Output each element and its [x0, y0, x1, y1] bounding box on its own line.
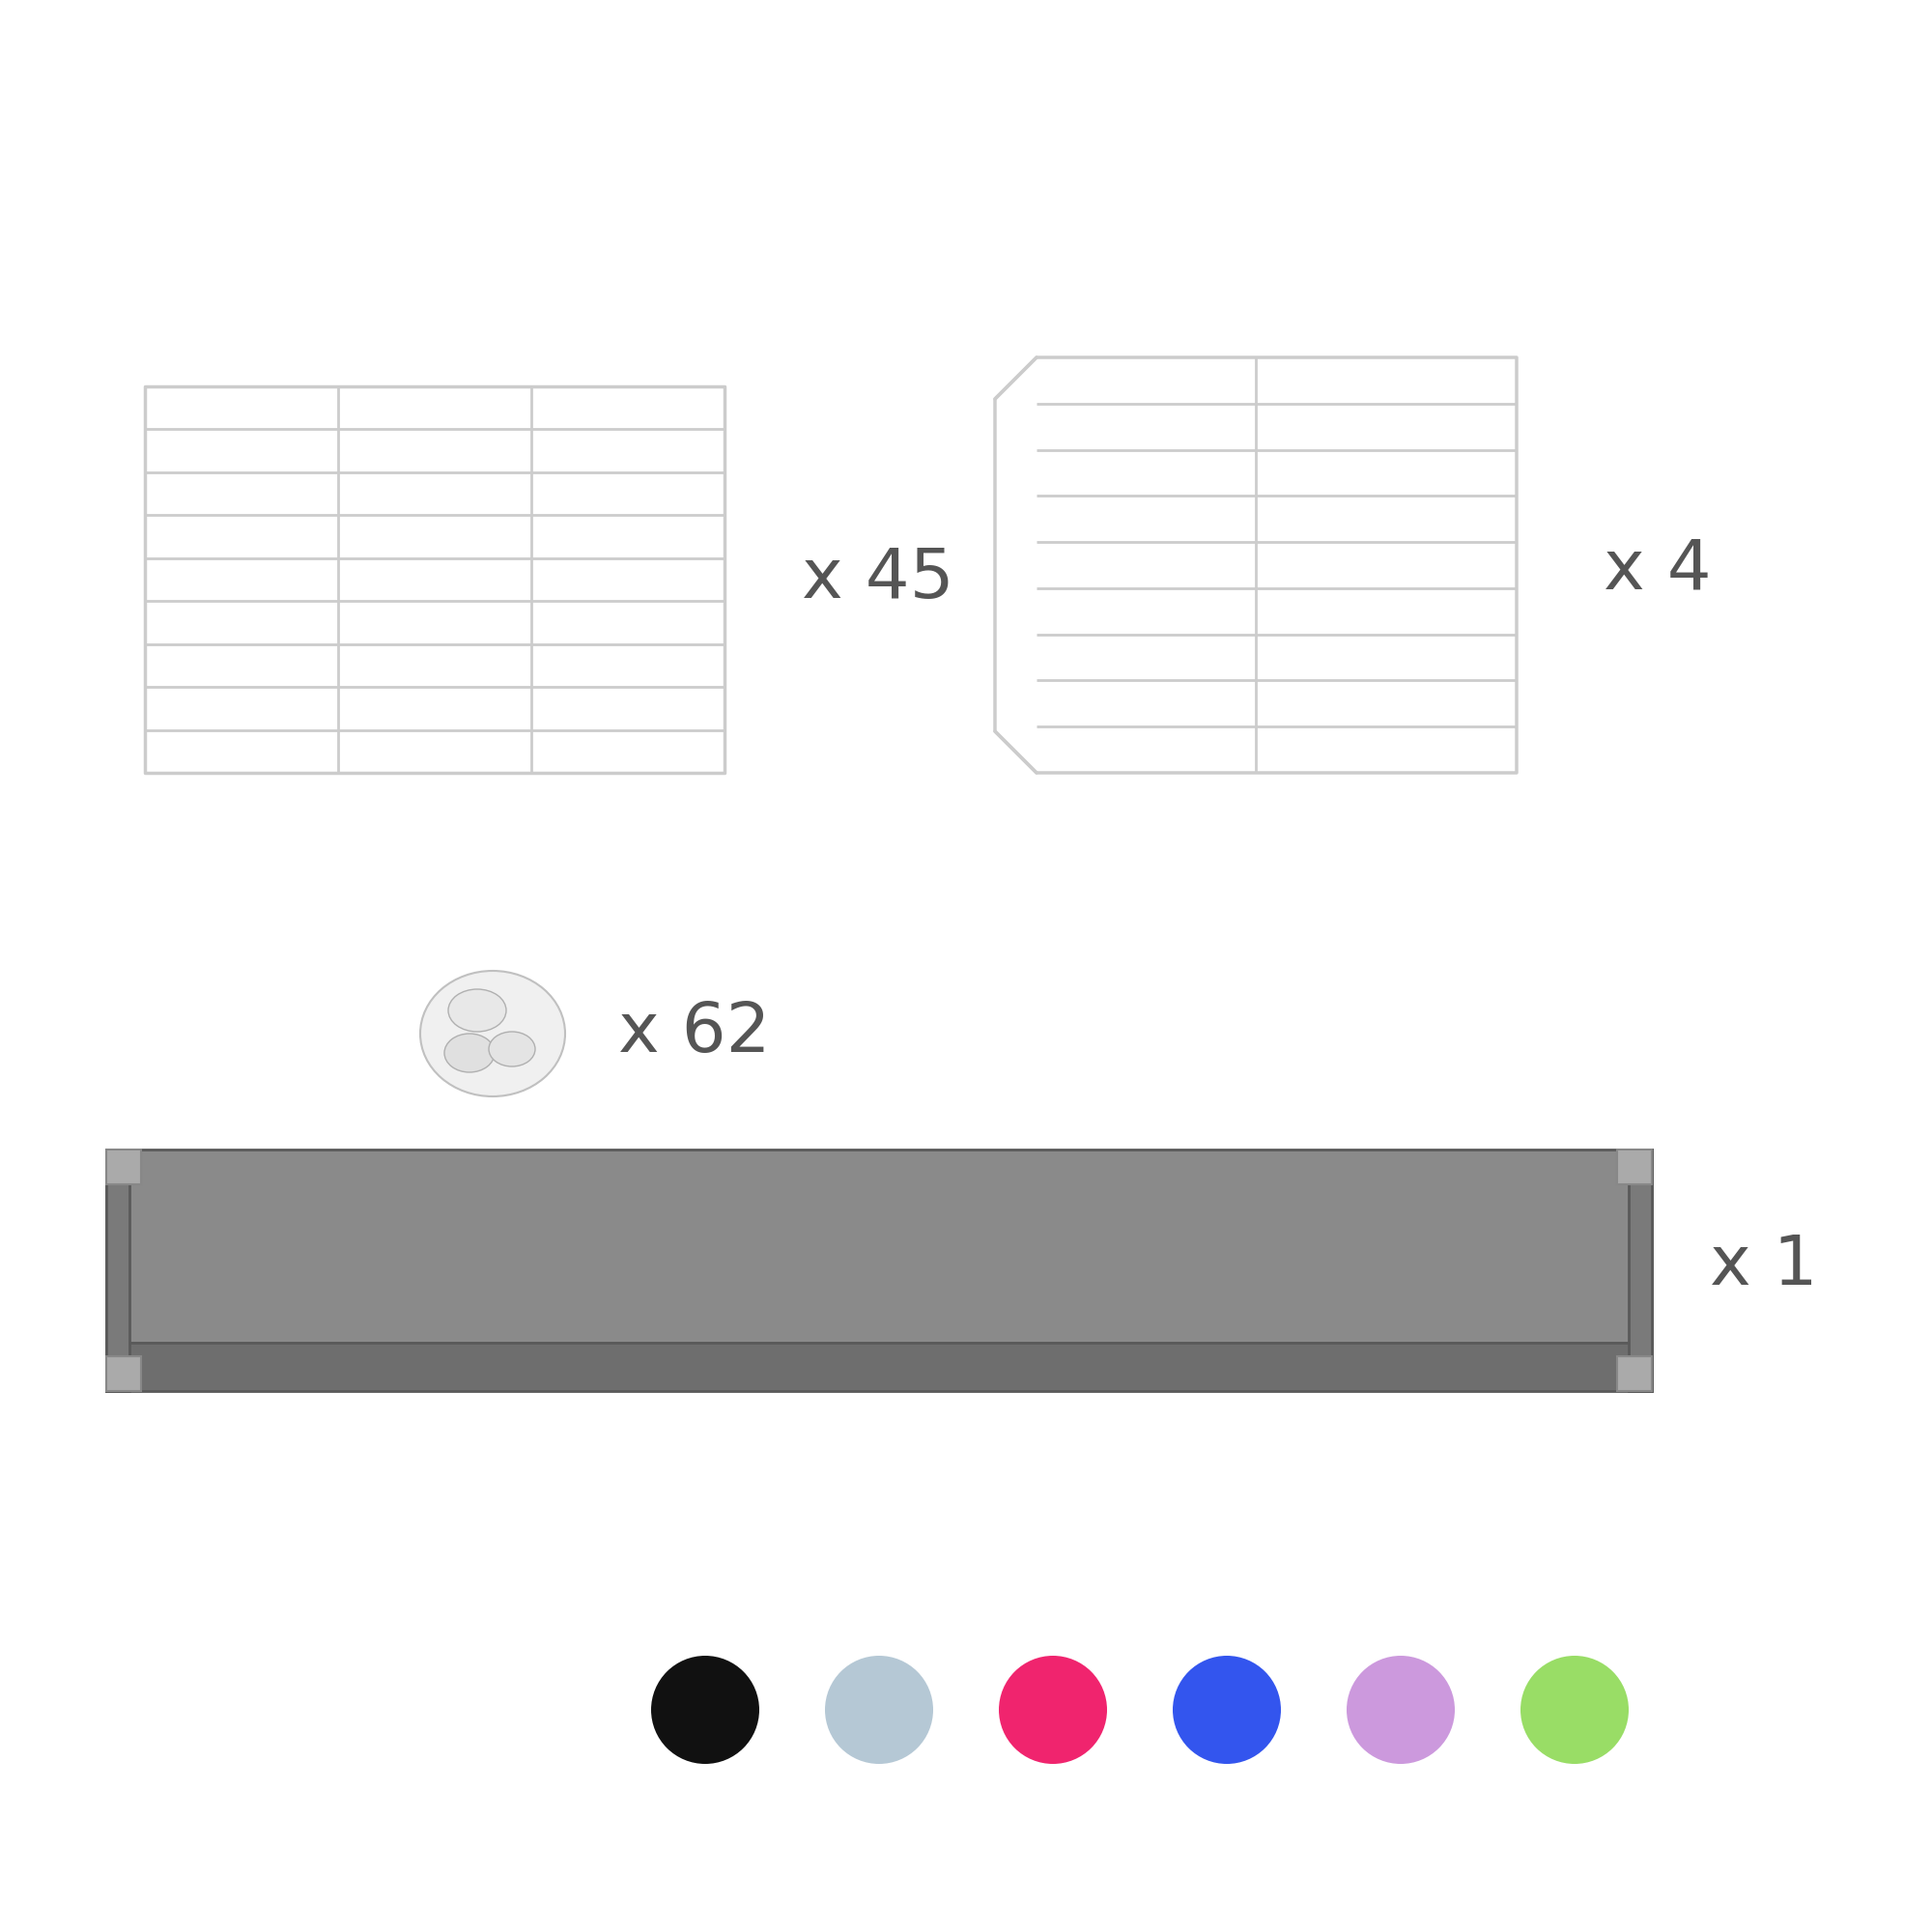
Circle shape — [651, 1656, 759, 1764]
Circle shape — [999, 1656, 1107, 1764]
Polygon shape — [106, 1150, 129, 1391]
Bar — [1617, 1356, 1652, 1391]
Text: x 45: x 45 — [802, 547, 954, 612]
Ellipse shape — [489, 1032, 535, 1066]
Circle shape — [1173, 1656, 1281, 1764]
Text: x 62: x 62 — [618, 1001, 771, 1066]
Polygon shape — [1629, 1150, 1652, 1391]
Bar — [106, 1150, 141, 1184]
Circle shape — [1520, 1656, 1629, 1764]
Ellipse shape — [421, 970, 564, 1097]
Circle shape — [825, 1656, 933, 1764]
Text: x 1: x 1 — [1710, 1233, 1818, 1298]
Text: x 4: x 4 — [1604, 537, 1712, 603]
Bar — [145, 386, 724, 773]
Bar — [1617, 1150, 1652, 1184]
Bar — [106, 1343, 1652, 1391]
Bar — [106, 1356, 141, 1391]
Circle shape — [1347, 1656, 1455, 1764]
Ellipse shape — [448, 989, 506, 1032]
Ellipse shape — [444, 1034, 495, 1072]
Bar — [106, 1150, 1652, 1343]
